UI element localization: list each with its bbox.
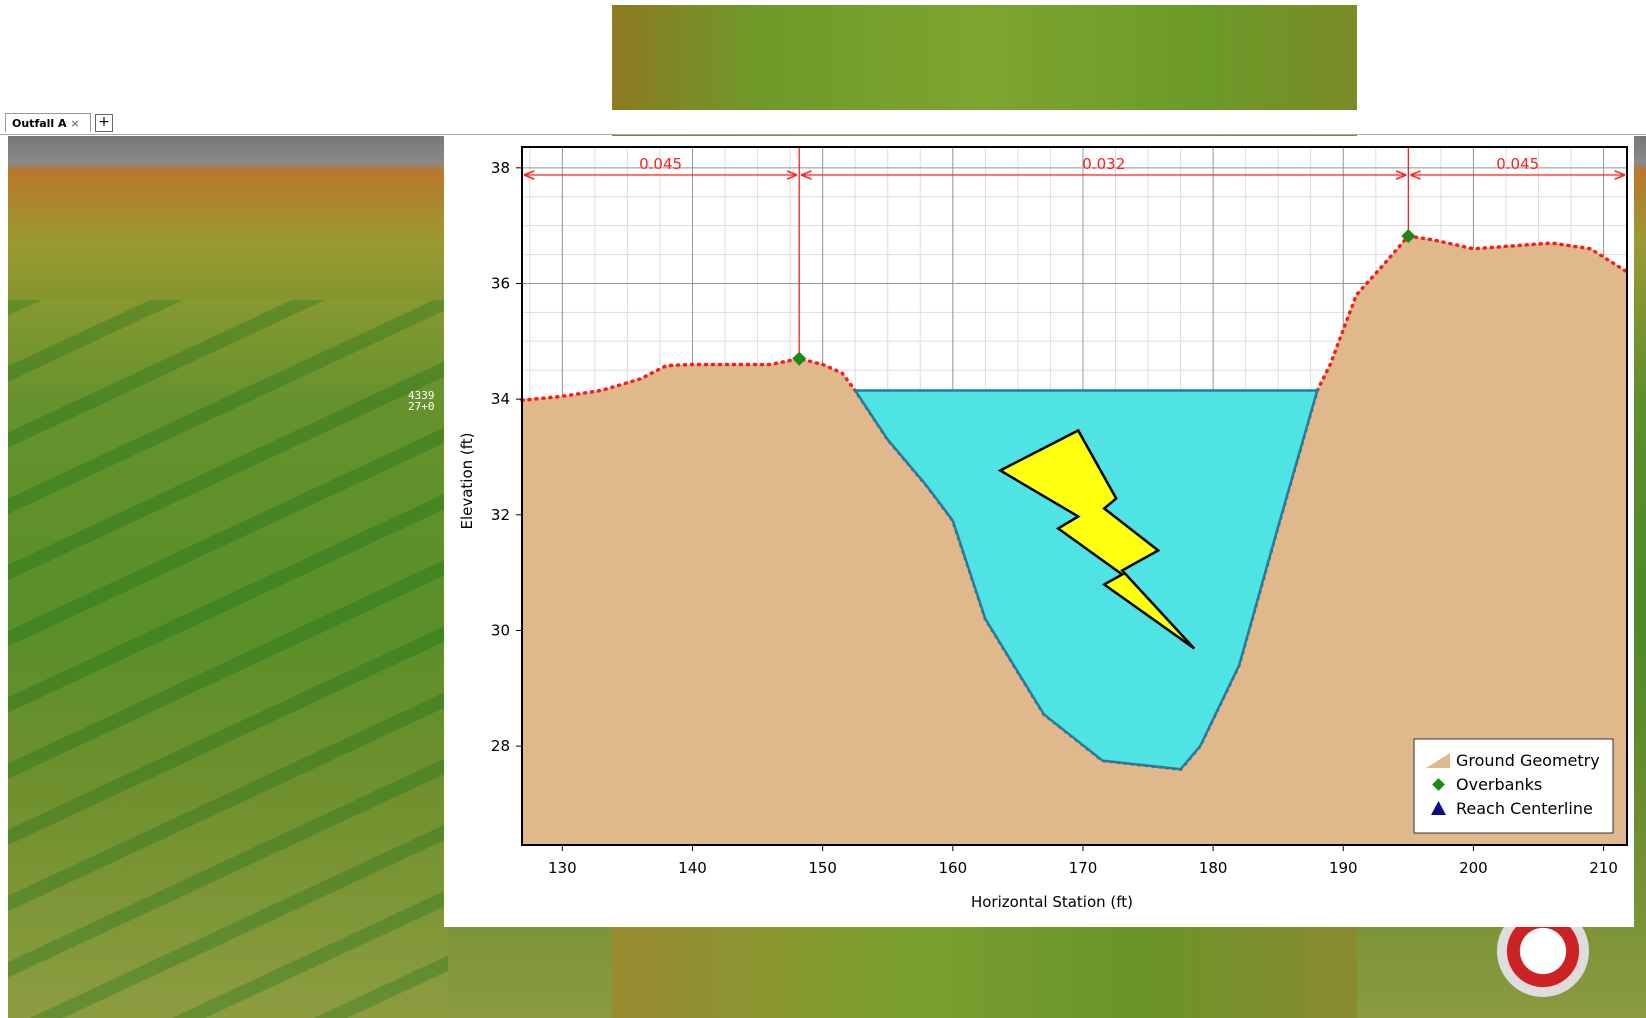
terrain-texture [8,300,448,1018]
chart-panel: 0.045 0.032 0.045 130 140 150 160 170 180 190 200… [444,136,1634,927]
tab-title: Outfall A [12,117,67,130]
x-axis-label: Horizontal Station (ft) [971,893,1133,911]
x-tick-label: 150 [808,859,837,877]
tab-close[interactable]: × [70,117,79,130]
y-tick-label: 38 [491,159,510,177]
x-tick-label: 190 [1329,859,1358,877]
y-tick-label: 32 [491,506,510,524]
x-tick-label: 130 [548,859,577,877]
x-tick-label: 160 [938,859,967,877]
x-tick-label: 210 [1589,859,1618,877]
mannings-n-label: 0.045 [1496,155,1539,173]
map-view[interactable] [612,927,1357,1018]
terrain-labels: 4339 27+0 [408,390,435,412]
tab[interactable]: Outfall A × [5,113,91,132]
legend-label: Reach Centerline [1456,799,1593,818]
tab-add[interactable]: + [95,114,113,132]
mannings-n-label: 0.032 [1082,155,1125,173]
y-axis-label: Elevation (ft) [458,432,476,529]
x-tick-label: 170 [1069,859,1098,877]
y-tick-label: 36 [491,274,510,292]
y-tick-label: 30 [491,621,510,639]
terrain-label: 27+0 [408,401,435,412]
y-tick-label: 28 [491,737,510,755]
x-tick-label: 200 [1459,859,1488,877]
legend-label: Overbanks [1456,775,1542,794]
x-tick-label: 180 [1199,859,1228,877]
page: 4339 27+0 Outfall A × + 0.045 0.032 0.045 … [0,0,1646,1018]
tab-bar [0,110,1646,135]
x-tick-label: 140 [678,859,707,877]
mannings-n-label: 0.045 [639,155,682,173]
chart: 0.045 0.032 0.045 130 140 150 160 170 180 190 200… [444,136,1634,927]
y-tick-label: 34 [491,390,510,408]
legend-label: Ground Geometry [1456,751,1600,770]
